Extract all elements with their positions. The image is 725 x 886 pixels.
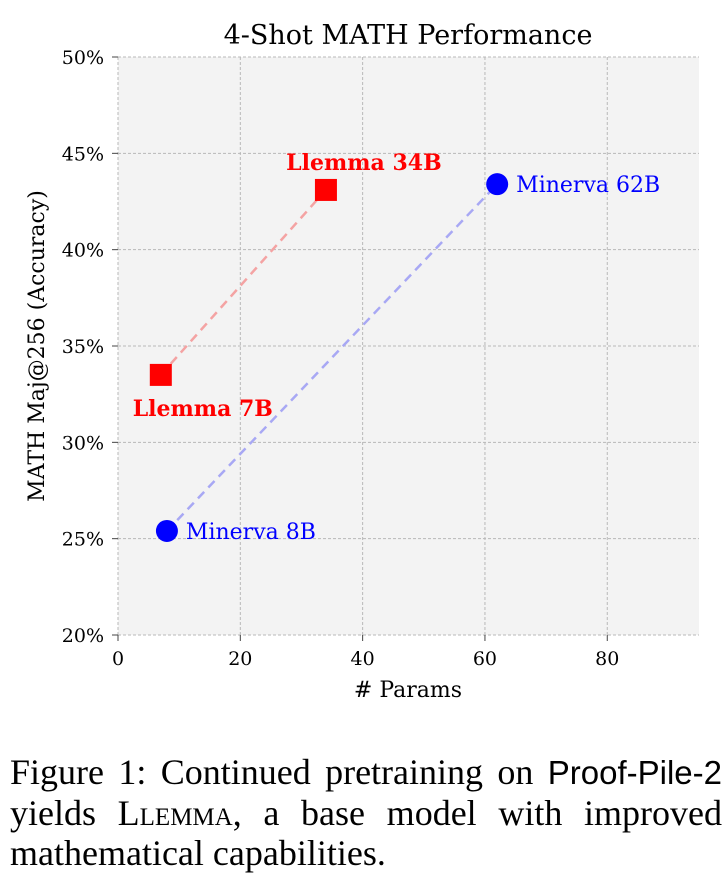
y-axis-label: MATH Maj@256 (Accuracy) <box>25 190 50 502</box>
x-tick-label: 80 <box>595 648 619 670</box>
chart-title: 4-Shot MATH Performance <box>224 20 593 51</box>
x-axis-ticks: 0 20 40 60 80 <box>112 635 619 670</box>
minerva-8b-marker <box>155 519 178 542</box>
figure-caption: Figure 1: Continued pretraining on Proof… <box>10 752 722 873</box>
llemma-7b-label: Llemma 7B <box>133 396 273 422</box>
llemma-34b-label: Llemma 34B <box>286 150 442 176</box>
chart: 0 20 40 60 80 20% 25% 30% 35% 40% 45% 50% Llemma 7… <box>25 20 699 703</box>
caption-prefix: Figure 1: Continued pretraining on <box>10 752 548 792</box>
minerva-62b-label: Minerva 62B <box>516 173 660 198</box>
y-tick-label: 20% <box>62 625 104 647</box>
y-tick-label: 35% <box>62 336 104 358</box>
x-tick-label: 40 <box>351 648 375 670</box>
y-tick-label: 30% <box>62 432 104 454</box>
y-tick-label: 40% <box>62 240 104 262</box>
caption-suffix: , a base model with improved mathematica… <box>10 793 722 873</box>
y-axis-ticks: 20% 25% 30% 35% 40% 45% 50% <box>62 47 118 647</box>
minerva-62b-marker <box>486 173 509 196</box>
x-axis-label: # Params <box>354 678 462 703</box>
llemma-7b-marker <box>149 363 172 386</box>
llemma-34b-marker <box>314 178 337 201</box>
y-tick-label: 25% <box>62 529 104 551</box>
llemma-trend-line <box>159 189 327 376</box>
caption-dataset: Proof-Pile-2 <box>547 754 722 791</box>
caption-middle: yields <box>10 793 118 833</box>
x-tick-label: 60 <box>473 648 497 670</box>
minerva-8b-label: Minerva 8B <box>186 520 316 545</box>
x-tick-label: 20 <box>228 648 252 670</box>
caption-model: Llemma <box>117 793 233 833</box>
y-tick-label: 45% <box>62 143 104 165</box>
y-tick-label: 50% <box>62 47 104 69</box>
x-tick-label: 0 <box>112 648 124 670</box>
series-layer: Llemma 7B Llemma 34B Minerva 8B Minerva 62B <box>133 150 660 545</box>
minerva-trend-line <box>166 183 499 532</box>
